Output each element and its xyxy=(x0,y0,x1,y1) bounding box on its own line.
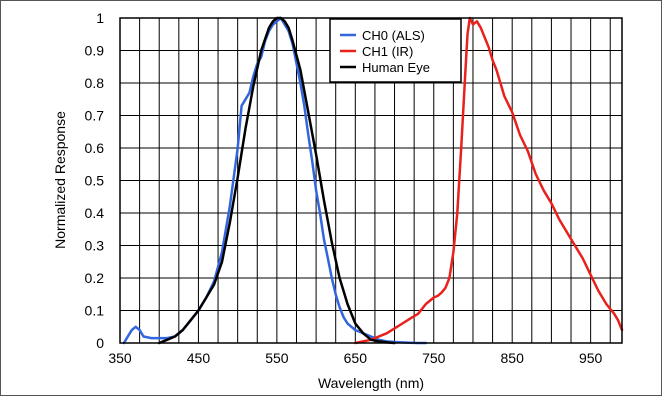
x-tick-label: 850 xyxy=(501,350,525,366)
x-tick-label: 350 xyxy=(108,350,132,366)
x-tick-label: 550 xyxy=(265,350,289,366)
legend-label-human-eye: Human Eye xyxy=(362,60,430,75)
y-tick-label: 0 xyxy=(96,335,104,351)
x-tick-labels: 350 450 550 650 750 850 950 xyxy=(108,350,602,366)
y-tick-label: 0.3 xyxy=(85,238,105,254)
y-tick-labels: 0 0.1 0.2 0.3 0.4 0.5 0.6 0.7 0.8 0.9 1 xyxy=(85,10,105,351)
x-axis-label: Wavelength (nm) xyxy=(318,375,424,391)
y-tick-label: 0.7 xyxy=(85,108,105,124)
legend: CH0 (ALS) CH1 (IR) Human Eye xyxy=(329,18,462,83)
x-tick-label: 750 xyxy=(422,350,446,366)
x-tick-label: 650 xyxy=(344,350,368,366)
y-tick-label: 0.4 xyxy=(85,205,105,221)
legend-label-ch1: CH1 (IR) xyxy=(362,44,413,59)
x-tick-label: 950 xyxy=(579,350,603,366)
y-tick-label: 0.6 xyxy=(85,140,105,156)
y-tick-label: 0.5 xyxy=(85,173,105,189)
x-tick-label: 450 xyxy=(187,350,211,366)
y-tick-label: 0.8 xyxy=(85,75,105,91)
y-axis-label: Normalized Response xyxy=(52,111,68,249)
y-tick-label: 0.9 xyxy=(85,43,105,59)
y-tick-label: 1 xyxy=(96,10,104,26)
y-tick-label: 0.2 xyxy=(85,270,105,286)
y-tick-label: 0.1 xyxy=(85,303,105,319)
plot-frame xyxy=(119,17,623,344)
series-ch1-ir-line xyxy=(354,16,624,345)
legend-label-ch0: CH0 (ALS) xyxy=(362,28,425,43)
